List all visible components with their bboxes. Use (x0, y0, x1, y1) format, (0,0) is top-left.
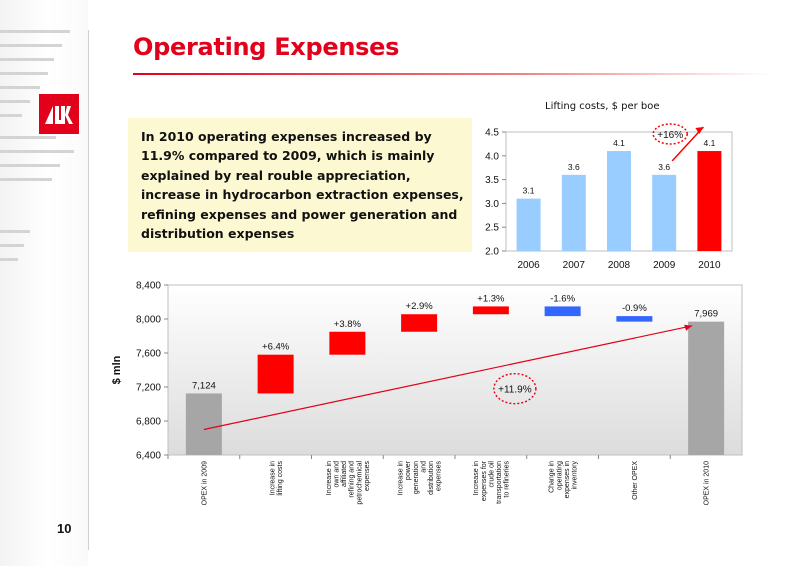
bar-value-label: +3.8% (334, 319, 362, 330)
y-tick-label: 7,200 (136, 383, 161, 394)
summary-box (128, 118, 472, 252)
left-decorative-stripes (0, 0, 88, 566)
annotation-circle (652, 123, 688, 145)
y-tick-label: 4.0 (485, 151, 499, 162)
left-divider (88, 30, 89, 550)
decorative-stripe (0, 136, 56, 139)
waterfall-bar (185, 393, 222, 455)
annotation-label: +11.9% (498, 385, 532, 396)
decorative-stripe (0, 178, 52, 181)
x-tick-label: 2010 (698, 260, 721, 271)
bar-value-label: +6.4% (262, 342, 290, 353)
bar-value-label: +2.9% (406, 301, 434, 312)
lukoil-logo (39, 94, 79, 134)
bar-value-label: 4.1 (703, 138, 715, 148)
bar-2008 (607, 151, 631, 251)
trend-arrow-head (684, 324, 693, 331)
x-tick-label: 2006 (517, 260, 540, 271)
title-underline (133, 73, 771, 75)
bar-value-label: -0.9% (622, 303, 647, 314)
x-category-label: Other OPEX (632, 461, 639, 500)
bar-2010 (697, 151, 722, 251)
decorative-stripe (0, 114, 22, 117)
waterfall-bar (616, 316, 653, 322)
x-category-label: OPEX in 2010 (704, 461, 711, 505)
y-tick-label: 3.0 (485, 199, 499, 210)
waterfall-bar (401, 314, 438, 332)
decorative-stripe (0, 100, 30, 103)
annotation-circle (493, 372, 537, 405)
y-axis-title: $ mln (111, 355, 123, 384)
page-number: 10 (57, 521, 72, 536)
waterfall-bar (544, 306, 581, 317)
waterfall-plot-area (167, 284, 743, 456)
decorative-stripe (0, 244, 24, 247)
decorative-stripe (0, 58, 54, 61)
waterfall-bar (257, 354, 294, 394)
page-title: Operating Expenses (133, 33, 400, 61)
lifting-costs-chart: 2.0 2.5 3.0 3.5 4.0 4.5 3.1 2006 3.6 2007 4.1 2008 3… (485, 123, 733, 271)
x-category-label: Increase inexpenses forcrude oiltranspor… (473, 460, 510, 503)
waterfall-bar (472, 306, 509, 315)
decorative-stripe (0, 86, 40, 89)
waterfall-bar (688, 321, 725, 455)
bar-value-label: 3.6 (658, 162, 670, 172)
x-tick-label: 2009 (653, 260, 676, 271)
y-tick-label: 2.5 (485, 223, 499, 234)
annotation-label: +16% (657, 130, 683, 141)
waterfall-bar (329, 331, 366, 355)
bar-value-label: 7,969 (694, 309, 718, 320)
y-tick-label: 2.0 (485, 247, 499, 258)
bar-value-label: -1.6% (550, 293, 575, 304)
bar-value-label: 7,124 (192, 380, 216, 391)
y-tick-label: 7,600 (136, 349, 161, 360)
x-category-label: Increase inlifting costs (269, 461, 284, 496)
decorative-stripe (0, 44, 62, 47)
x-tick-label: 2007 (563, 260, 586, 271)
y-tick-label: 3.5 (485, 175, 499, 186)
bar-2009 (652, 174, 677, 251)
bar-value-label: 3.1 (523, 186, 535, 196)
y-tick-label: 6,800 (136, 417, 161, 428)
y-tick-label: 8,000 (136, 315, 161, 326)
opex-waterfall-chart: 6,400 6,800 7,200 7,600 8,000 8,400 $ mln 7,124… (111, 281, 743, 505)
bar-2007 (561, 174, 586, 251)
lukoil-logo-icon (39, 94, 79, 134)
x-category-label: Increase inpowergenerationanddistributio… (398, 460, 443, 495)
x-category-label: Increase inown andaffiliatedrefining and… (326, 461, 371, 505)
bar-value-label: 4.1 (613, 138, 625, 148)
decorative-stripe (0, 258, 18, 261)
decorative-stripe (0, 164, 60, 167)
x-category-label: OPEX in 2009 (201, 461, 208, 505)
decorative-stripe (0, 150, 74, 153)
x-tick-label: 2008 (608, 260, 631, 271)
y-tick-label: 4.5 (485, 128, 499, 139)
x-category-label: Change inoperatingexpenses ininventory (549, 461, 579, 499)
bar-value-label: +1.3% (477, 293, 505, 304)
y-tick-label: 8,400 (136, 281, 161, 292)
decorative-stripe (0, 230, 30, 233)
decorative-stripe (0, 72, 48, 75)
trend-arrow-line (671, 126, 704, 162)
summary-text: In 2010 operating expenses increased by … (141, 129, 464, 242)
lifting-chart-title: Lifting costs, $ per boe (545, 101, 660, 112)
trend-arrow-line (203, 325, 693, 431)
y-tick-label: 6,400 (136, 451, 161, 462)
decorative-stripe (0, 30, 70, 33)
bar-value-label: 3.6 (568, 162, 580, 172)
trend-arrow-head (695, 127, 704, 135)
bar-2006 (516, 198, 541, 251)
